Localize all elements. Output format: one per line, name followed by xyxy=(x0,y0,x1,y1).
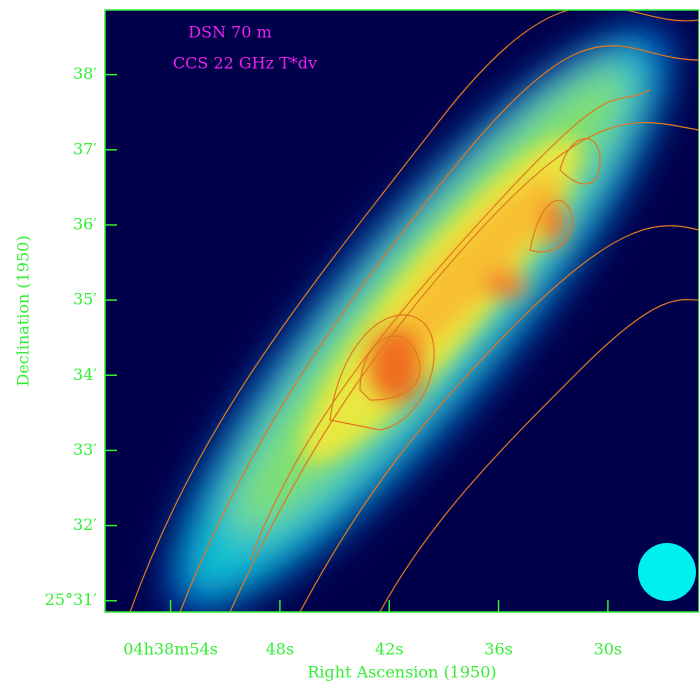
y-tick-label: 32′ xyxy=(73,515,97,534)
y-tick-label: 25°31′ xyxy=(45,590,98,609)
x-tick-label: 42s xyxy=(375,640,404,659)
y-tick-label: 38′ xyxy=(73,64,97,83)
y-tick-label: 36′ xyxy=(73,214,97,233)
y-tick-label: 34′ xyxy=(73,365,97,384)
annotation: DSN 70 m xyxy=(188,23,272,42)
x-tick-label: 04h38m54s xyxy=(123,640,218,659)
x-axis-label: Right Ascension (1950) xyxy=(307,663,496,682)
intensity-map xyxy=(105,10,699,612)
x-tick-label: 48s xyxy=(266,640,295,659)
y-tick-label: 33′ xyxy=(73,440,97,459)
y-axis-label: Declination (1950) xyxy=(14,235,33,386)
y-tick-label: 37′ xyxy=(73,139,97,158)
annotation: CCS 22 GHz T*dv xyxy=(173,54,317,73)
y-tick-label: 35′ xyxy=(73,290,97,309)
x-tick-label: 30s xyxy=(594,640,623,659)
x-tick-label: 36s xyxy=(484,640,513,659)
frame xyxy=(104,9,699,613)
